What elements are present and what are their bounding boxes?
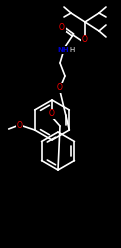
Text: O: O xyxy=(59,23,65,31)
Text: O: O xyxy=(82,35,88,44)
Text: NH: NH xyxy=(57,47,69,53)
Text: O: O xyxy=(49,110,55,119)
Text: O: O xyxy=(57,84,63,93)
Text: O: O xyxy=(17,122,23,130)
Text: H: H xyxy=(69,47,75,53)
